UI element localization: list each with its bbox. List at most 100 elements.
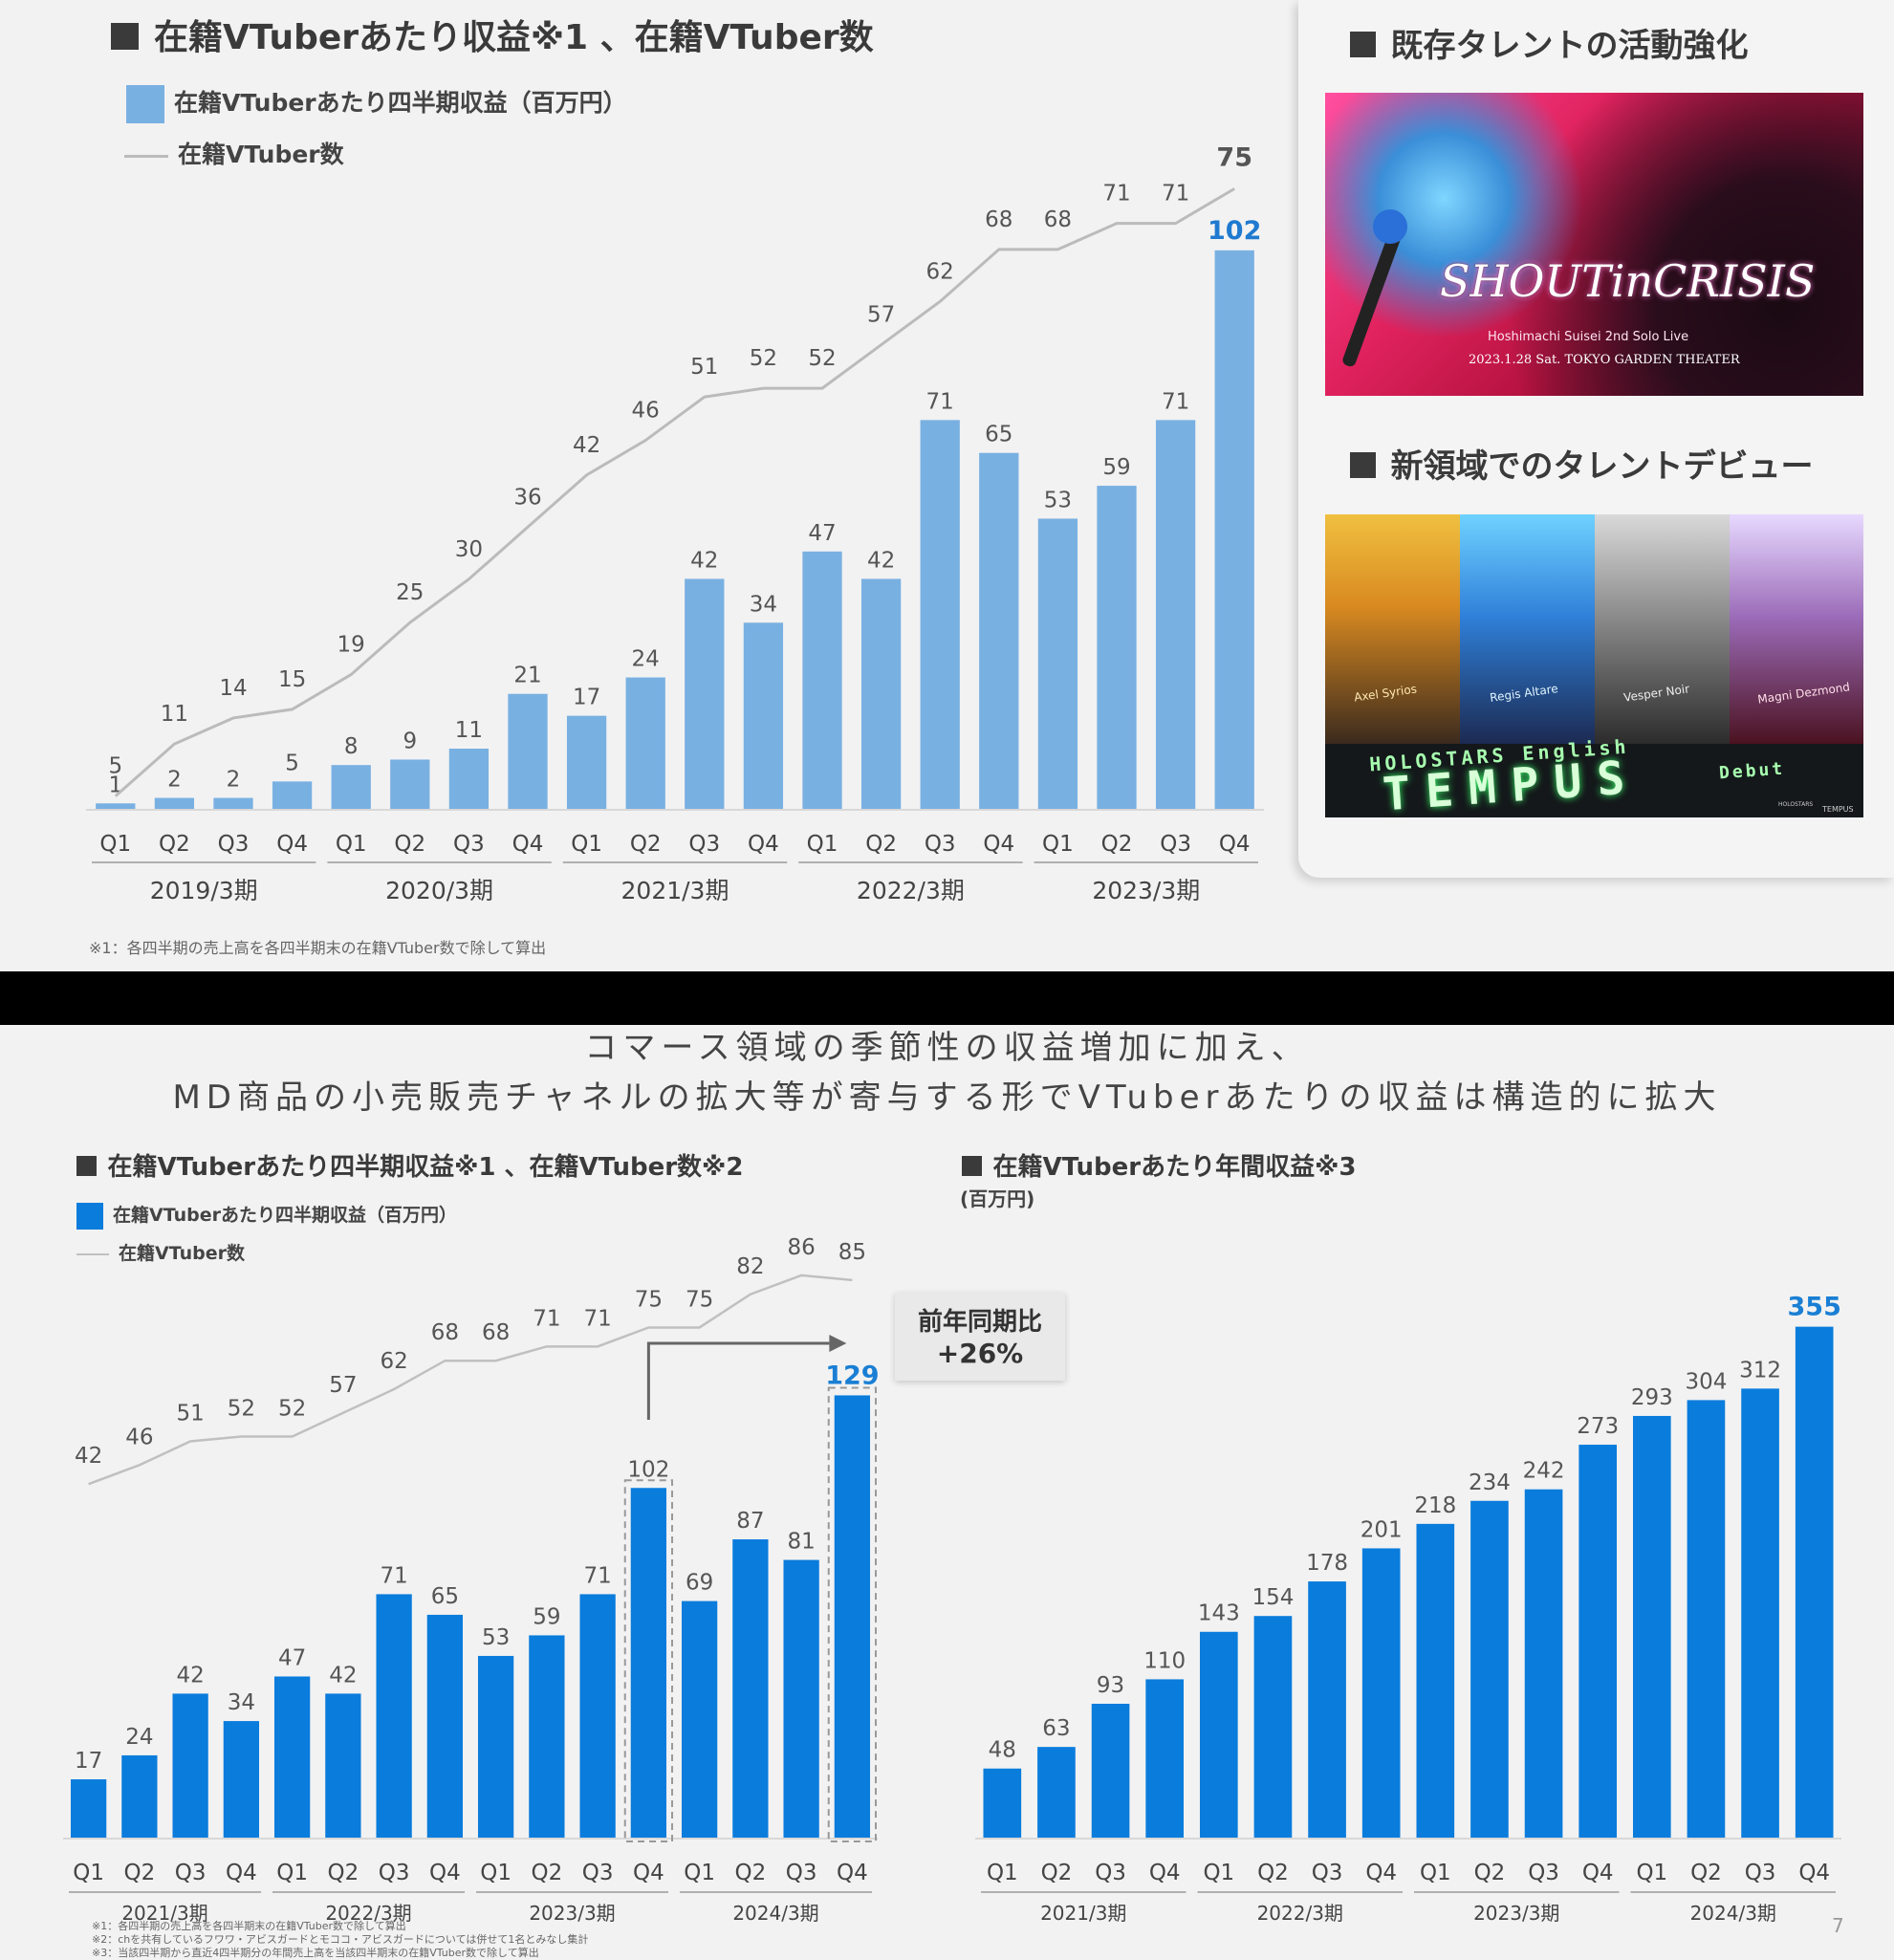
legend-bar-swatch bbox=[76, 1202, 103, 1230]
line-value-label: 36 bbox=[513, 485, 541, 510]
x-tick-label: Q2 bbox=[1474, 1861, 1506, 1885]
chart2-title-text: 在籍VTuberあたり四半期収益※1 、在籍VTuber数※2 bbox=[107, 1153, 744, 1182]
x-tick-label: Q1 bbox=[276, 1861, 308, 1885]
line-value-label: 25 bbox=[396, 580, 424, 605]
bar bbox=[625, 677, 665, 809]
tempus-debut-banner: Axel Syrios Regis Altare Vesper Noir Mag… bbox=[1325, 514, 1863, 817]
bar bbox=[325, 1693, 361, 1838]
period-label: 2022/3期 bbox=[1257, 1902, 1343, 1925]
period-label: 2019/3期 bbox=[150, 877, 258, 904]
chart3-title-text: 在籍VTuberあたり年間収益※3 bbox=[992, 1153, 1357, 1182]
bar-value-label: 42 bbox=[329, 1663, 357, 1688]
x-tick-label: Q3 bbox=[786, 1861, 817, 1885]
x-tick-label: Q3 bbox=[218, 832, 250, 857]
chart2-legend-line: 在籍VTuber数 bbox=[76, 1239, 245, 1265]
bar bbox=[223, 1721, 260, 1838]
bar bbox=[860, 578, 902, 809]
banner1-info: 2023.1.28 Sat. TOKYO GARDEN THEATER bbox=[1469, 353, 1740, 367]
line-value-label: 52 bbox=[228, 1397, 255, 1422]
x-tick-label: Q2 bbox=[1041, 1861, 1073, 1885]
legend-line-swatch bbox=[76, 1252, 109, 1255]
bar-value-label: 71 bbox=[1162, 389, 1189, 414]
microphone-icon bbox=[1342, 209, 1407, 367]
legend-bar-label: 在籍VTuberあたり四半期収益（百万円） bbox=[174, 89, 627, 117]
bar bbox=[172, 1693, 208, 1838]
x-tick-label: Q3 bbox=[453, 832, 485, 857]
banner2-line3: Debut bbox=[1718, 758, 1786, 784]
line-value-label: 62 bbox=[380, 1349, 407, 1374]
legend-bar-swatch bbox=[126, 85, 164, 123]
x-tick-label: Q4 bbox=[983, 832, 1014, 857]
line-value-label: 51 bbox=[690, 355, 718, 380]
bar-value-label: 69 bbox=[686, 1571, 713, 1596]
line-value-label: 86 bbox=[787, 1235, 815, 1260]
bar bbox=[121, 1754, 158, 1838]
line-value-label: 15 bbox=[278, 667, 306, 692]
bar bbox=[426, 1614, 464, 1838]
bar bbox=[1199, 1631, 1238, 1838]
chart1-footnote: ※1：各四半期の売上高を各四半期末の在籍VTuber数で除して算出 bbox=[89, 939, 547, 957]
x-tick-label: Q2 bbox=[1101, 832, 1133, 857]
slide-top: 在籍VTuberあたり収益※1 、在籍VTuber数 在籍VTuberあたり四半… bbox=[0, 0, 1894, 971]
bar bbox=[70, 1779, 107, 1838]
bar-value-label: 42 bbox=[176, 1663, 204, 1688]
bar bbox=[272, 781, 313, 809]
period-label: 2021/3期 bbox=[1040, 1902, 1126, 1925]
line-value-label: 62 bbox=[926, 259, 954, 284]
x-tick-label: Q2 bbox=[1257, 1861, 1289, 1885]
bar bbox=[1097, 486, 1137, 809]
x-tick-label: Q4 bbox=[837, 1861, 868, 1885]
bar-value-label: 201 bbox=[1361, 1517, 1403, 1542]
x-tick-label: Q4 bbox=[748, 832, 779, 857]
slide2-title-line2: MD商品の小売販売チャネルの拡大等が寄与する形でVTuberあたりの収益は構造的… bbox=[172, 1078, 1722, 1117]
x-tick-label: Q3 bbox=[379, 1861, 410, 1885]
x-tick-label: Q4 bbox=[1219, 832, 1251, 857]
period-label: 2023/3期 bbox=[1473, 1902, 1559, 1925]
x-tick-label: Q2 bbox=[1690, 1861, 1722, 1885]
bar-value-label: 242 bbox=[1523, 1459, 1565, 1484]
line-value-label: 71 bbox=[533, 1306, 560, 1331]
chart3-title: 在籍VTuberあたり年間収益※3 bbox=[962, 1147, 1356, 1183]
talent-portrait-3 bbox=[1595, 514, 1730, 744]
bar-value-label: 87 bbox=[736, 1509, 764, 1534]
panel-heading-1: 既存タレントの活動強化 bbox=[1350, 19, 1748, 66]
bar-value-label: 178 bbox=[1306, 1551, 1348, 1576]
live-concert-banner: SHOUTinCRISIS Hoshimachi Suisei 2nd Solo… bbox=[1325, 93, 1863, 396]
bar bbox=[1037, 518, 1078, 809]
line-value-label: 19 bbox=[337, 633, 365, 658]
bar-value-label: 2 bbox=[167, 768, 182, 793]
bar bbox=[529, 1635, 565, 1838]
yoy-arrow-line bbox=[646, 1341, 830, 1420]
period-label: 2020/3期 bbox=[385, 877, 493, 904]
line-value-label: 68 bbox=[1044, 207, 1072, 232]
x-tick-label: Q2 bbox=[124, 1861, 156, 1885]
bar bbox=[983, 1768, 1022, 1838]
bar-value-label: 8 bbox=[344, 734, 359, 759]
bar-value-label: 71 bbox=[380, 1563, 407, 1588]
x-tick-label: Q3 bbox=[1745, 1861, 1776, 1885]
x-tick-label: Q1 bbox=[1203, 1861, 1234, 1885]
bar bbox=[732, 1539, 769, 1838]
bar-value-label: 17 bbox=[573, 686, 600, 710]
banner2-logo-tempus: TEMPUS bbox=[1822, 805, 1854, 814]
bar bbox=[1253, 1616, 1293, 1838]
bar-value-label: 102 bbox=[1208, 216, 1261, 246]
highlight-dashed-box bbox=[827, 1386, 878, 1842]
slide2-footnote-3: ※3：当該四半期から直近4四半期分の年間売上高を当該四半期末の在籍VTuber数… bbox=[92, 1947, 539, 1959]
slide2-title-line1: コマース領域の季節性の収益増加に加え、 bbox=[584, 1029, 1310, 1067]
line-value-label: 57 bbox=[867, 303, 895, 328]
bar bbox=[802, 551, 842, 809]
x-tick-label: Q1 bbox=[73, 1861, 104, 1885]
bar bbox=[566, 715, 607, 809]
line-value-label: 14 bbox=[219, 676, 247, 701]
bar bbox=[1632, 1415, 1671, 1838]
bar-value-label: 11 bbox=[455, 718, 483, 743]
talent-portrait-1 bbox=[1325, 514, 1460, 744]
x-tick-label: Q4 bbox=[429, 1861, 461, 1885]
x-tick-label: Q1 bbox=[807, 832, 838, 857]
bar-value-label: 293 bbox=[1631, 1385, 1673, 1410]
x-tick-label: Q3 bbox=[175, 1861, 207, 1885]
line-value-label: 11 bbox=[161, 702, 188, 727]
line-value-label: 71 bbox=[583, 1306, 611, 1331]
bar-value-label: 53 bbox=[482, 1625, 510, 1650]
